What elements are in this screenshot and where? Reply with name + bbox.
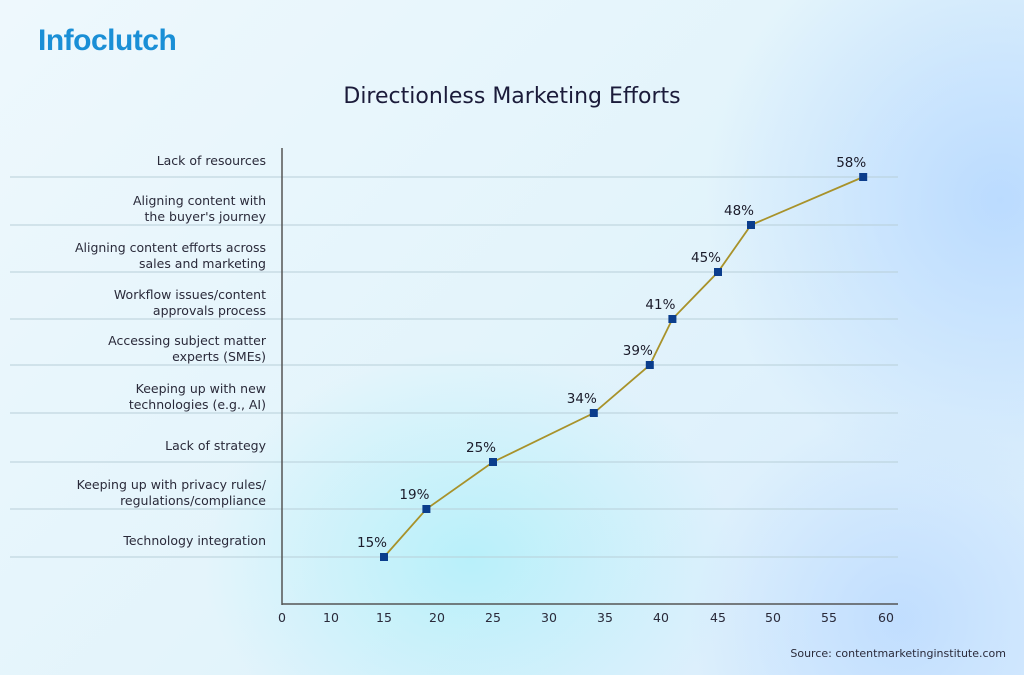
chart-title: Directionless Marketing Efforts bbox=[343, 84, 681, 109]
x-tick-label: 60 bbox=[878, 610, 894, 625]
data-label: 19% bbox=[399, 487, 429, 503]
category-label: Lack of strategy bbox=[165, 438, 266, 453]
data-label: 41% bbox=[645, 297, 675, 313]
x-tick-label: 15 bbox=[376, 610, 392, 625]
data-point bbox=[714, 268, 722, 276]
x-tick-label: 20 bbox=[429, 610, 445, 625]
series-line bbox=[383, 176, 864, 558]
source-note: Source: contentmarketinginstitute.com bbox=[790, 647, 1006, 660]
x-tick-label: 10 bbox=[323, 610, 339, 625]
category-label: Keeping up with new bbox=[136, 381, 266, 396]
data-point bbox=[645, 361, 654, 369]
category-label: the buyer's journey bbox=[145, 209, 267, 224]
category-label: Aligning content with bbox=[133, 193, 266, 208]
data-label: 45% bbox=[691, 250, 721, 266]
data-point bbox=[668, 315, 677, 323]
category-label: approvals process bbox=[153, 303, 266, 318]
data-point bbox=[380, 553, 388, 561]
infoclutch-logo: Infoclutch bbox=[38, 24, 177, 57]
category-label: Accessing subject matter bbox=[108, 333, 267, 348]
x-tick-label: 40 bbox=[653, 610, 669, 625]
x-tick-label: 0 bbox=[278, 610, 286, 625]
x-tick-label: 45 bbox=[710, 610, 726, 625]
data-point bbox=[489, 458, 497, 466]
data-label: 34% bbox=[567, 391, 597, 407]
x-tick-label: 25 bbox=[485, 610, 501, 625]
data-label: 25% bbox=[466, 440, 496, 456]
data-point bbox=[422, 505, 431, 513]
category-label: experts (SMEs) bbox=[172, 349, 266, 364]
category-label: Aligning content efforts across bbox=[75, 240, 266, 255]
category-label: Lack of resources bbox=[157, 153, 266, 168]
x-tick-label: 55 bbox=[821, 610, 837, 625]
category-label: Workflow issues/content bbox=[114, 287, 266, 302]
x-tick-label: 35 bbox=[597, 610, 613, 625]
data-label: 15% bbox=[357, 535, 387, 551]
category-label: Technology integration bbox=[122, 533, 266, 548]
x-tick-label: 30 bbox=[541, 610, 557, 625]
category-label: regulations/compliance bbox=[120, 493, 266, 508]
data-point bbox=[747, 221, 755, 229]
category-label: technologies (e.g., AI) bbox=[129, 397, 266, 412]
data-point bbox=[589, 409, 598, 417]
category-label: Keeping up with privacy rules/ bbox=[77, 477, 267, 492]
category-label: sales and marketing bbox=[139, 256, 266, 271]
data-point bbox=[859, 173, 868, 181]
data-label: 48% bbox=[724, 203, 754, 219]
x-tick-label: 50 bbox=[765, 610, 781, 625]
data-label: 58% bbox=[836, 155, 866, 171]
data-label: 39% bbox=[623, 343, 653, 359]
